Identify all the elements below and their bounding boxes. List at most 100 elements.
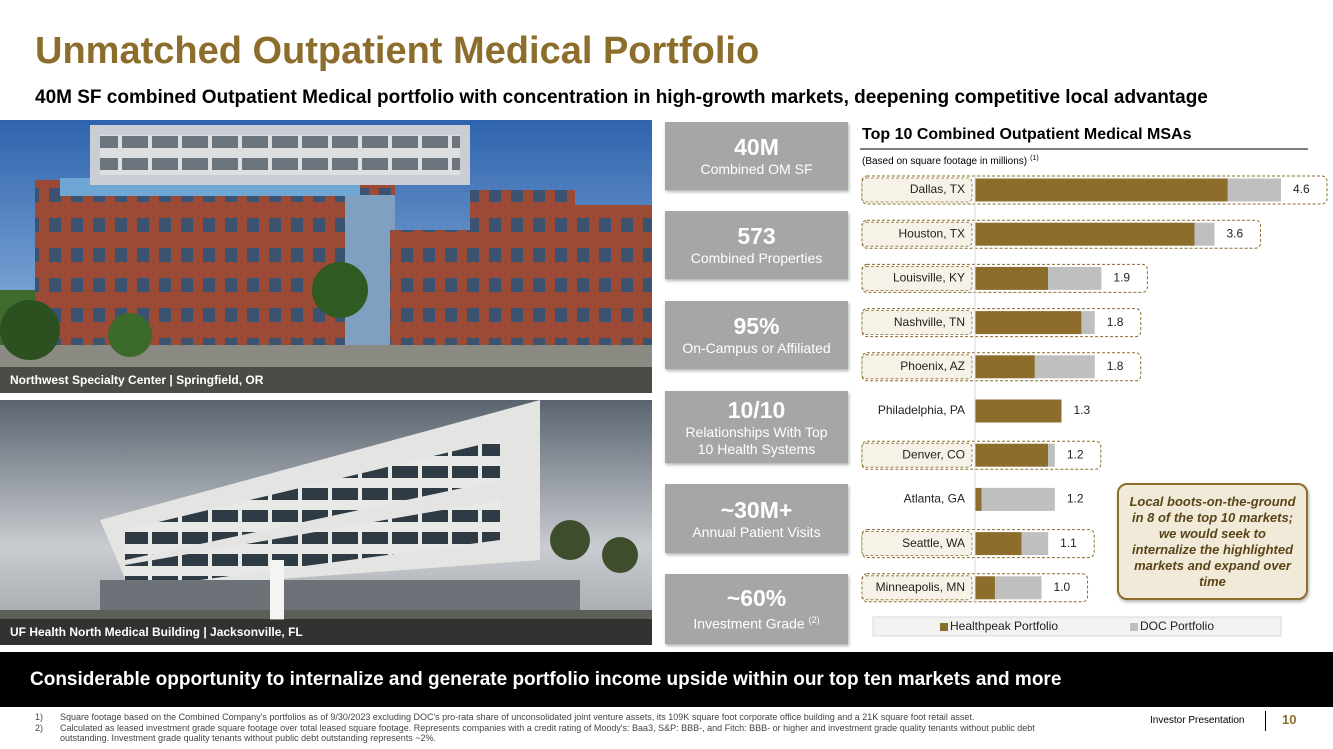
stat-box: 95% On-Campus or Affiliated — [665, 301, 848, 369]
footer-label: Investor Presentation — [1150, 715, 1245, 726]
category-box — [861, 354, 973, 380]
category-label: Houston, TX — [899, 226, 965, 240]
footnote: 1) Square footage based on the Combined C… — [35, 712, 1045, 722]
bar-segment — [1034, 355, 1095, 379]
bar-segment — [975, 487, 982, 511]
category-label: Atlanta, GA — [904, 492, 965, 506]
legend-swatch — [1130, 623, 1138, 631]
photo-bottom — [0, 400, 652, 645]
highlight-box — [861, 529, 1095, 559]
stat-label: Annual Patient Visits — [665, 524, 848, 541]
stat-box: ~60% Investment Grade (2) — [665, 574, 848, 644]
bar-segment — [1048, 443, 1055, 467]
category-box — [861, 221, 973, 247]
category-box — [861, 310, 973, 336]
callout: Local boots-on-the-ground in 8 of the to… — [1117, 483, 1308, 600]
bar-segment — [975, 178, 1228, 202]
stat-box: ~30M+ Annual Patient Visits — [665, 484, 848, 553]
stat-label-text: Combined OM SF — [700, 161, 813, 177]
stat-label: Combined Properties — [665, 250, 848, 267]
photo-top — [0, 120, 652, 393]
stat-label: Relationships With Top 10 Health Systems — [665, 424, 848, 458]
stat-label: On-Campus or Affiliated — [665, 340, 848, 357]
stat-label: Investment Grade (2) — [665, 612, 848, 633]
category-box — [861, 442, 973, 468]
stat-label-text: Investment Grade — [693, 615, 805, 632]
photo-caption: UF Health North Medical Building | Jacks… — [0, 619, 652, 645]
bar-segment — [1081, 311, 1095, 335]
bar-segment — [975, 399, 1062, 423]
banner: Considerable opportunity to internalize … — [0, 652, 1333, 707]
total-label: 1.2 — [1067, 492, 1084, 506]
bar-segment — [1227, 178, 1281, 202]
stat-value: 40M — [734, 134, 779, 160]
page-number: 10 — [1282, 712, 1297, 727]
footnote-ref: (1) — [1030, 155, 1039, 162]
total-label: 1.8 — [1107, 315, 1124, 329]
chart-subtitle: (Based on square footage in millions) (1) — [862, 155, 1039, 167]
bar-segment — [975, 532, 1022, 556]
stat-label-text: Annual Patient Visits — [692, 523, 821, 540]
stat-value: 573 — [737, 223, 776, 249]
category-label: Seattle, WA — [902, 536, 965, 550]
stat-value: ~60% — [726, 585, 787, 612]
bar-segment — [975, 266, 1049, 290]
category-label: Denver, CO — [902, 447, 965, 461]
footnote-marker: 2) — [35, 723, 44, 733]
stat-label-text: Relationships With Top 10 Health Systems — [685, 423, 828, 457]
stat-box: 10/10 Relationships With Top 10 Health Sy… — [665, 391, 848, 463]
stat-box: 573 Combined Properties — [665, 211, 848, 279]
legend-box — [872, 616, 1282, 637]
category-box — [861, 575, 973, 601]
total-label: 1.2 — [1067, 447, 1084, 461]
total-label: 1.9 — [1113, 271, 1130, 285]
bar-segment — [975, 355, 1035, 379]
stat-box: 40M Combined OM SF — [665, 122, 848, 190]
bar-segment — [975, 311, 1082, 335]
stat-label-text: On-Campus or Affiliated — [682, 340, 831, 356]
category-label: Nashville, TN — [894, 315, 965, 329]
footnote-marker: 1) — [35, 712, 44, 722]
category-label: Phoenix, AZ — [900, 359, 965, 373]
total-label: 1.1 — [1060, 536, 1077, 550]
category-label: Louisville, KY — [893, 271, 965, 285]
footnote-ref: (2) — [808, 615, 820, 626]
highlight-box — [861, 175, 1328, 205]
chart-title: Top 10 Combined Outpatient Medical MSAs — [862, 126, 1192, 143]
total-label: 1.8 — [1107, 359, 1124, 373]
photo-caption: Northwest Specialty Center | Springfield… — [0, 367, 652, 393]
total-label: 1.0 — [1054, 580, 1071, 594]
bar-segment — [1021, 532, 1049, 556]
legend-swatch — [940, 623, 948, 631]
category-box — [861, 177, 973, 203]
footer-separator — [1265, 711, 1266, 731]
bar-segment — [981, 487, 1055, 511]
legend-label: DOC Portfolio — [1140, 619, 1214, 633]
subtitle: 40M SF combined Outpatient Medical portf… — [35, 87, 1208, 108]
stat-label: Combined OM SF — [665, 161, 848, 178]
bar-segment — [975, 443, 1049, 467]
chart-subtitle-text: (Based on square footage in millions) — [862, 156, 1027, 167]
bar-segment — [975, 222, 1195, 246]
stat-label-text: Combined Properties — [690, 250, 823, 266]
total-label: 1.3 — [1073, 403, 1090, 417]
footnote-text: Calculated as leased investment grade sq… — [60, 723, 1035, 743]
category-box — [861, 265, 973, 291]
bar-segment — [975, 576, 995, 600]
footnote: 2) Calculated as leased investment grade … — [35, 723, 1045, 743]
stat-value: ~30M+ — [720, 496, 793, 523]
stat-value: 10/10 — [727, 396, 786, 423]
category-label: Dallas, TX — [910, 182, 965, 196]
total-label: 4.6 — [1293, 182, 1310, 196]
title: Unmatched Outpatient Medical Portfolio — [35, 30, 760, 72]
category-label: Minneapolis, MN — [876, 580, 965, 594]
category-label: Philadelphia, PA — [878, 403, 965, 417]
category-box — [861, 531, 973, 556]
bar-segment — [1048, 266, 1102, 290]
total-label: 3.6 — [1226, 226, 1243, 240]
stat-value: 95% — [733, 313, 780, 339]
legend-label: Healthpeak Portfolio — [950, 619, 1058, 633]
footnote-text: Square footage based on the Combined Com… — [60, 712, 975, 722]
